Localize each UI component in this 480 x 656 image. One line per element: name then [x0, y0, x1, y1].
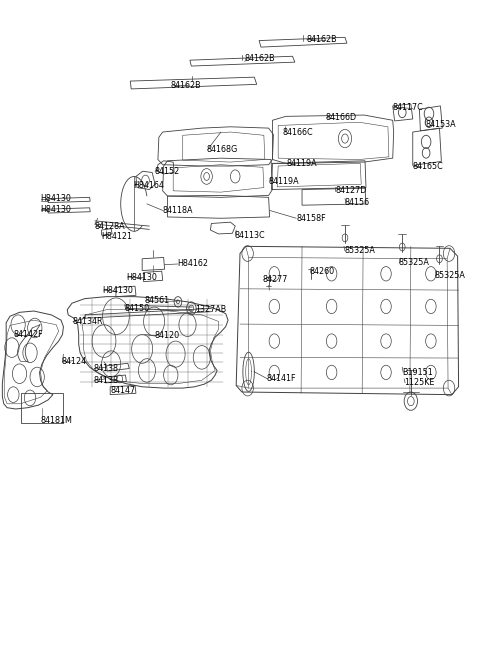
- Text: 84166C: 84166C: [283, 127, 313, 136]
- Text: H84130: H84130: [40, 205, 72, 214]
- Text: 84260: 84260: [310, 268, 335, 276]
- Text: 84165C: 84165C: [413, 161, 444, 171]
- Text: 84166D: 84166D: [326, 113, 357, 122]
- Text: 84119A: 84119A: [269, 176, 299, 186]
- Text: H84130: H84130: [40, 194, 72, 203]
- Text: 84162B: 84162B: [245, 54, 276, 64]
- Text: 84150: 84150: [124, 304, 150, 313]
- Text: H84130: H84130: [103, 285, 133, 295]
- Text: 84141F: 84141F: [267, 375, 296, 384]
- Text: H84121: H84121: [102, 232, 132, 241]
- Text: 84128A: 84128A: [95, 222, 126, 232]
- Text: 84119A: 84119A: [287, 159, 317, 168]
- Text: 84162B: 84162B: [307, 35, 337, 44]
- Text: 85325A: 85325A: [344, 247, 375, 255]
- Text: 84147: 84147: [110, 386, 135, 394]
- Text: 85325A: 85325A: [435, 271, 466, 280]
- Text: 84156: 84156: [345, 198, 370, 207]
- Text: 85325A: 85325A: [398, 258, 429, 267]
- Text: 84124: 84124: [61, 358, 87, 367]
- Text: 84134R: 84134R: [72, 317, 103, 326]
- Text: 84153A: 84153A: [425, 119, 456, 129]
- Text: 84158F: 84158F: [296, 214, 326, 223]
- Text: 1125KE: 1125KE: [404, 379, 434, 388]
- Text: 84142F: 84142F: [14, 330, 43, 339]
- Text: 84162B: 84162B: [171, 81, 202, 89]
- Text: 84181M: 84181M: [40, 417, 72, 425]
- Text: 84168G: 84168G: [206, 145, 238, 154]
- Text: 84561: 84561: [144, 296, 170, 305]
- Text: 84113C: 84113C: [234, 231, 265, 239]
- Text: 84118A: 84118A: [163, 206, 193, 215]
- Text: 84117C: 84117C: [393, 103, 423, 112]
- Text: H84162: H84162: [177, 260, 208, 268]
- Bar: [22, 394, 63, 422]
- Text: 84152: 84152: [154, 167, 180, 176]
- Text: H84130: H84130: [126, 272, 157, 281]
- Text: 84277: 84277: [263, 275, 288, 284]
- Text: 1327AB: 1327AB: [195, 305, 227, 314]
- Text: 84138: 84138: [93, 364, 118, 373]
- Text: B19151: B19151: [402, 368, 433, 377]
- Text: 84120: 84120: [154, 331, 179, 340]
- Text: 84138: 84138: [93, 376, 118, 385]
- Text: 84127D: 84127D: [336, 186, 367, 195]
- Text: H84164: H84164: [133, 181, 164, 190]
